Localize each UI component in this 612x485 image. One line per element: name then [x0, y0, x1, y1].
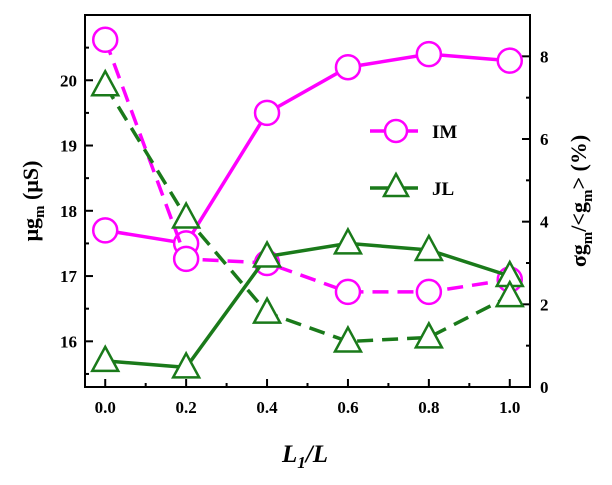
point-im-left: [253, 99, 281, 127]
point-im-right: [415, 278, 443, 306]
series-line-im-left: [104, 52, 510, 246]
point-jl-left: [90, 344, 121, 373]
point-jl-right: [332, 324, 364, 353]
legend-marker-im: [383, 118, 409, 144]
right-tick-label: 4: [540, 213, 549, 232]
left-tick-label: 20: [60, 71, 77, 90]
left-tick-label: 18: [60, 202, 77, 221]
x-tick-label: 0.8: [418, 398, 439, 417]
point-jl-right: [90, 68, 121, 97]
point-jl-right: [251, 295, 283, 324]
right-axis-ticks: 0 2 4 6 8: [522, 47, 549, 397]
plot-frame: [84, 14, 531, 388]
x-axis-ticks: 0.0 0.2 0.4 0.6 0.8 1.0: [95, 379, 520, 417]
point-jl-right: [171, 200, 202, 229]
x-tick-label: 0.4: [256, 398, 278, 417]
legend-label-im: IM: [432, 122, 457, 143]
point-im-right: [172, 245, 200, 273]
legend: IM JL: [370, 118, 457, 200]
right-tick-label: 8: [540, 47, 549, 66]
right-tick-label: 2: [540, 295, 549, 314]
x-tick-label: 0.0: [95, 398, 116, 417]
series-layer: [90, 26, 525, 379]
legend-marker-jl: [381, 171, 411, 198]
series-line-im-right: [103, 39, 511, 294]
right-axis-title: σgm/<gm> (%): [566, 135, 596, 267]
left-tick-label: 17: [60, 267, 78, 286]
left-tick-label: 16: [60, 332, 77, 351]
right-tick-label: 0: [540, 378, 549, 397]
x-tick-label: 1.0: [499, 398, 520, 417]
x-axis-title: L1/L: [281, 441, 328, 472]
legend-label-jl: JL: [432, 179, 454, 200]
point-jl-right: [413, 320, 444, 349]
point-im-right: [334, 278, 362, 306]
point-im-left: [91, 217, 119, 244]
series-line-jl-right: [103, 84, 511, 344]
point-jl-right: [494, 279, 525, 308]
x-tick-label: 0.6: [337, 398, 358, 417]
left-axis-title: μgm (μS): [18, 161, 48, 242]
point-jl-left: [171, 350, 202, 379]
series-line-jl-left: [105, 241, 511, 370]
point-im-left: [415, 40, 443, 68]
left-axis-ticks: 16 17 18 19 20: [60, 46, 93, 375]
point-im-right: [91, 26, 119, 54]
x-tick-label: 0.2: [176, 398, 197, 417]
point-im-left: [496, 47, 524, 74]
left-tick-label: 19: [60, 137, 77, 156]
point-im-left: [334, 53, 362, 81]
right-tick-label: 6: [540, 130, 549, 149]
point-jl-left: [332, 226, 364, 255]
point-jl-left: [413, 233, 444, 262]
point-jl-left: [251, 239, 283, 268]
